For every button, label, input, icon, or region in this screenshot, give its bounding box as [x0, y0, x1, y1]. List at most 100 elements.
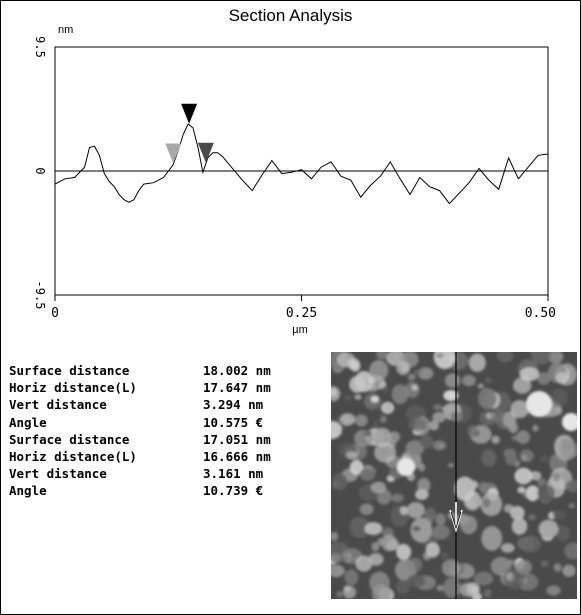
- cursor-marker-icon[interactable]: [197, 142, 214, 163]
- surface-grain: [500, 543, 515, 553]
- surface-grain: [371, 541, 380, 552]
- surface-grain: [424, 507, 437, 522]
- surface-grain: [331, 541, 350, 563]
- surface-grain: [510, 400, 530, 419]
- surface-grain: [349, 459, 364, 475]
- measurement-value: 3.294 nm: [203, 397, 264, 413]
- surface-grain: [418, 463, 426, 472]
- surface-grain: [546, 585, 561, 596]
- cursor-arrow-icon: [449, 502, 463, 533]
- surface-grain: [467, 425, 478, 437]
- surface-grain: [441, 551, 448, 560]
- surface-grain: [555, 371, 568, 384]
- surface-grain: [364, 522, 383, 535]
- surface-grain: [397, 458, 415, 476]
- surface-grain: [466, 582, 481, 596]
- surface-grain: [349, 375, 366, 393]
- surface-grain: [519, 367, 540, 382]
- surface-grain: [377, 537, 386, 546]
- surface-grain: [370, 481, 387, 494]
- surface-grain: [527, 514, 536, 521]
- surface-grain: [368, 553, 384, 566]
- surface-grain: [510, 505, 525, 520]
- surface-grain: [396, 579, 410, 594]
- surface-grain: [491, 435, 500, 444]
- surface-grain: [405, 440, 425, 456]
- x-tick-label: 0.50: [525, 306, 556, 321]
- surface-grain: [562, 413, 577, 431]
- surface-grain: [380, 401, 395, 414]
- measurement-label: Horiz distance(L): [9, 448, 137, 464]
- cursor-marker-icon[interactable]: [165, 143, 182, 164]
- surface-grain: [568, 503, 575, 509]
- surface-grain: [559, 441, 577, 459]
- surface-grain: [359, 503, 374, 515]
- x-tick-label: 0: [51, 306, 59, 321]
- surface-grain: [539, 455, 549, 463]
- measurement-label: Surface distance: [9, 431, 130, 447]
- surface-grain: [331, 388, 337, 397]
- surface-grain: [482, 498, 491, 508]
- surface-grain: [483, 588, 492, 598]
- surface-grain: [551, 388, 569, 407]
- surface-grain: [473, 571, 494, 586]
- surface-grain: [526, 391, 552, 417]
- surface-grain: [331, 531, 339, 541]
- afm-height-image: [331, 352, 577, 599]
- surface-grain: [564, 542, 577, 560]
- surface-grain: [407, 373, 416, 381]
- surface-grain: [564, 479, 577, 493]
- surface-grain: [349, 516, 371, 539]
- measurement-label: Angle: [9, 483, 47, 499]
- surface-grain: [477, 383, 485, 389]
- surface-grain: [463, 490, 482, 511]
- surface-grain: [556, 525, 570, 542]
- surface-grain: [345, 451, 358, 460]
- surface-grain: [548, 352, 564, 364]
- measurement-value: 10.739 €: [203, 483, 264, 499]
- surface-grain: [505, 452, 518, 466]
- surface-grain: [388, 431, 401, 443]
- surface-grain: [435, 513, 446, 526]
- measurement-label: Vert distance: [9, 397, 107, 413]
- surface-grain: [447, 463, 454, 468]
- surface-grain: [391, 493, 404, 503]
- surface-grain: [436, 584, 445, 592]
- surface-grain: [407, 557, 423, 573]
- y-tick-label: 9.5: [33, 36, 47, 58]
- surface-grain: [355, 555, 373, 572]
- measurement-value: 18.002 nm: [203, 363, 271, 378]
- surface-grain: [345, 556, 354, 562]
- surface-grain: [408, 417, 427, 432]
- surface-grain: [481, 525, 503, 551]
- measurement-label: Angle: [9, 414, 47, 430]
- measurement-value: 17.647 nm: [203, 380, 271, 396]
- afm-image-view[interactable]: [331, 352, 577, 599]
- surface-grain: [336, 591, 344, 598]
- cursor-marker-icon[interactable]: [181, 103, 198, 124]
- surface-grain: [373, 427, 392, 447]
- profile-line: [54, 123, 549, 205]
- surface-grain: [514, 559, 532, 575]
- surface-grain: [432, 440, 447, 451]
- surface-grain: [516, 430, 530, 445]
- surface-grain: [336, 352, 356, 368]
- surface-grain: [381, 534, 398, 552]
- surface-grain: [552, 509, 567, 520]
- surface-grain: [355, 414, 368, 427]
- surface-grain: [562, 564, 576, 577]
- measurement-value: 17.051 nm: [203, 431, 271, 447]
- measurement-value: 16.666 nm: [203, 448, 271, 464]
- surface-grain: [404, 381, 420, 398]
- surface-grain: [489, 409, 504, 423]
- surface-grain: [417, 477, 431, 493]
- surface-grain: [419, 434, 434, 449]
- surface-grain: [369, 360, 389, 381]
- surface-grain: [496, 352, 514, 363]
- surface-grain: [481, 449, 497, 467]
- surface-grain: [443, 390, 459, 401]
- surface-grain: [514, 467, 533, 485]
- surface-grain: [344, 394, 352, 402]
- surface-grain: [511, 517, 528, 535]
- surface-grain: [396, 544, 412, 561]
